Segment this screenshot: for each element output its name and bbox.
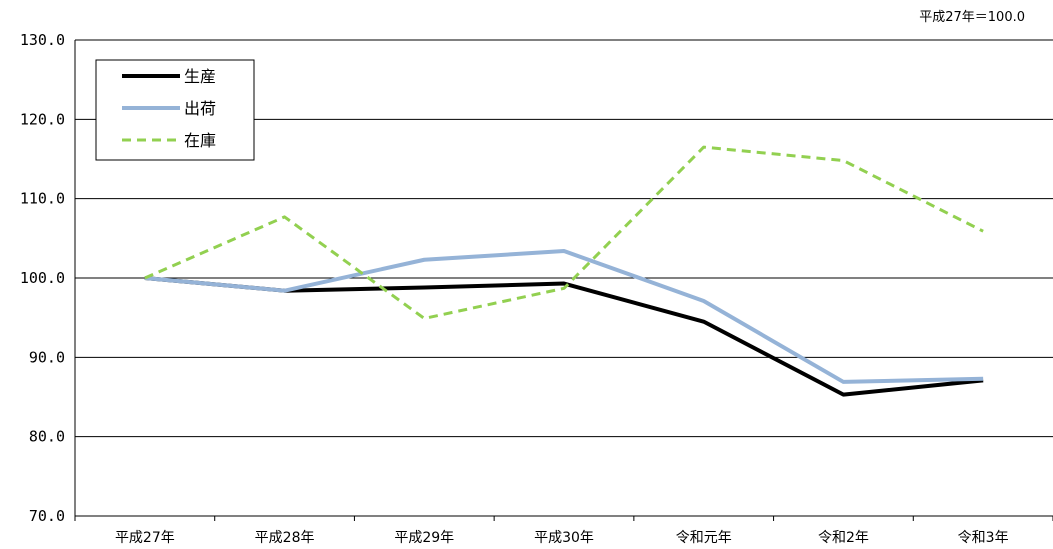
y-tick-label: 80.0 [29,428,65,446]
x-tick-label: 平成30年 [534,530,594,546]
series-line-0 [144,276,984,397]
legend-label: 生産 [184,67,216,86]
legend-label: 出荷 [184,99,216,118]
y-tick-label: 110.0 [20,190,65,208]
x-tick-label: 令和2年 [818,530,869,546]
y-tick-label: 90.0 [29,348,65,366]
y-tick-label: 70.0 [29,507,65,525]
x-tick-label: 平成28年 [255,530,315,546]
x-tick-label: 平成27年 [115,530,175,546]
y-tick-label: 130.0 [20,31,65,49]
y-tick-label: 120.0 [20,110,65,128]
x-tick-label: 令和3年 [958,530,1009,546]
series-line-2 [144,145,984,320]
series-line-1 [144,249,984,384]
legend-label: 在庫 [184,131,216,150]
x-tick-label: 平成29年 [394,530,454,546]
y-tick-label: 100.0 [20,269,65,287]
base-year-note: 平成27年＝100.0 [919,10,1025,25]
x-tick-label: 令和元年 [676,530,732,546]
